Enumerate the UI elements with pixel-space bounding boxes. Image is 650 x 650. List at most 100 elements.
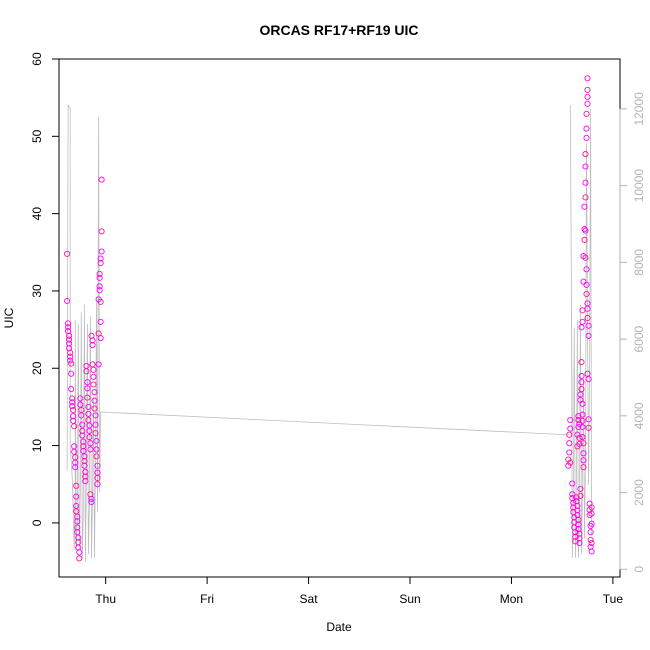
data-point (588, 539, 595, 547)
data-point (78, 412, 85, 419)
data-point (582, 194, 589, 201)
data-point (583, 281, 590, 288)
data-point (72, 459, 79, 466)
data-point (580, 440, 587, 447)
y-tick-label: 0 (30, 519, 44, 526)
data-point (569, 480, 576, 487)
y-axis-left: 0 10 20 30 40 50 60 (30, 52, 60, 526)
data-point (93, 453, 100, 460)
data-point (567, 459, 574, 466)
plot-frame (58, 58, 621, 578)
data-point (585, 416, 592, 423)
data-point (65, 320, 72, 327)
data-point (573, 494, 580, 501)
data-point (578, 386, 585, 393)
x-tick-label: Fri (200, 592, 214, 606)
data-point (579, 423, 586, 431)
data-point (69, 395, 76, 402)
data-point (83, 368, 90, 375)
data-point (584, 93, 591, 100)
y2-tick-label: 4000 (632, 402, 646, 429)
data-point (69, 403, 76, 410)
data-point (92, 421, 99, 428)
x-tick-label: Tue (603, 592, 624, 606)
data-point (69, 399, 76, 406)
data-point (579, 417, 586, 424)
data-point (90, 373, 97, 380)
data-point (583, 125, 590, 132)
data-point (66, 332, 73, 339)
data-point (578, 359, 585, 366)
data-point (587, 529, 594, 536)
primary-series (64, 75, 595, 562)
y-tick-label: 40 (30, 207, 44, 221)
data-point (94, 481, 101, 488)
y2-tick-label: 10000 (632, 169, 646, 203)
data-point (86, 427, 93, 434)
data-point (580, 457, 587, 464)
data-point (582, 163, 589, 170)
data-point (578, 372, 585, 380)
data-point (588, 504, 595, 511)
data-point (572, 533, 579, 540)
data-point (565, 462, 572, 469)
data-point (579, 400, 586, 407)
data-point (84, 385, 91, 392)
data-point (575, 521, 582, 528)
data-point (70, 413, 77, 420)
data-point (81, 462, 88, 469)
data-point (97, 255, 104, 262)
data-point (566, 440, 573, 447)
data-point (76, 555, 83, 562)
data-point (570, 499, 577, 506)
data-point (89, 342, 96, 349)
data-point (584, 75, 591, 82)
data-point (584, 314, 591, 322)
data-point (580, 278, 587, 285)
data-point (575, 423, 582, 431)
y-tick-label: 30 (30, 284, 44, 298)
y-tick-label: 20 (30, 361, 44, 375)
data-point (588, 510, 595, 517)
data-point (93, 437, 100, 444)
data-point (79, 432, 86, 439)
data-point (88, 495, 95, 502)
y2-tick-label: 8000 (632, 249, 646, 276)
data-point (91, 405, 98, 412)
x-tick-label: Thu (95, 592, 116, 606)
data-point (584, 86, 591, 93)
y-tick-label: 10 (30, 439, 44, 453)
data-point (95, 361, 102, 368)
data-point (578, 379, 585, 386)
data-point (581, 203, 588, 210)
data-point (64, 250, 71, 257)
y2-tick-label: 6000 (632, 325, 646, 352)
y-tick-label: 50 (30, 129, 44, 143)
data-point (582, 179, 589, 186)
data-point (588, 520, 595, 527)
data-point (73, 493, 80, 500)
data-point (566, 431, 573, 438)
data-point (91, 389, 98, 396)
data-point (67, 357, 74, 364)
data-point (584, 100, 591, 107)
plot-area-border (58, 58, 621, 578)
data-point (84, 379, 91, 386)
data-point (579, 318, 586, 325)
data-point (90, 381, 97, 388)
data-point (68, 370, 75, 377)
data-point (82, 468, 89, 475)
data-point (91, 397, 98, 404)
data-point (577, 492, 584, 499)
data-point (574, 502, 581, 509)
secondary-series-line (66, 104, 592, 562)
data-point (582, 254, 589, 261)
data-point (65, 324, 72, 331)
data-point (82, 478, 89, 485)
data-point (582, 151, 589, 158)
data-point (86, 434, 93, 441)
data-point (97, 298, 104, 305)
data-point (575, 413, 582, 420)
data-point (579, 434, 586, 441)
